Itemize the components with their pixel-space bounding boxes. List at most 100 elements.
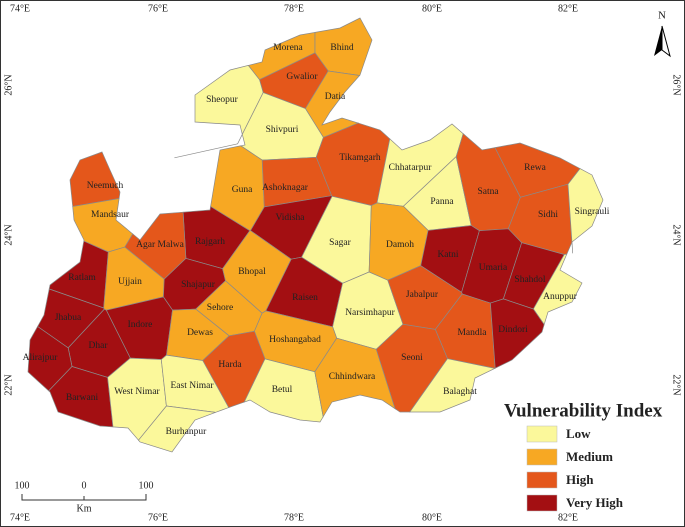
district-label: Ratlam (68, 273, 96, 283)
arrow-right (661, 25, 671, 58)
legend-title: Vulnerability Index (504, 400, 663, 421)
district-label: Mandla (457, 328, 487, 338)
lat-label: 26°N (3, 74, 14, 95)
north-label: N (658, 10, 666, 22)
lon-label: 76°E (148, 3, 168, 14)
lon-label: 74°E (10, 512, 30, 523)
district-label: Panna (430, 197, 454, 207)
district-label: Rewa (524, 163, 546, 173)
legend-swatch (526, 471, 558, 489)
district-label: Seoni (401, 353, 423, 363)
legend-label: Very High (566, 495, 624, 510)
district-label: East Nimar (170, 381, 214, 391)
district (532, 253, 583, 326)
district-label: Ujjain (118, 277, 142, 287)
district-label: Chhindwara (329, 372, 376, 382)
district (243, 358, 324, 423)
district-label: Shajapur (181, 280, 216, 290)
legend-label: Medium (566, 449, 613, 464)
legend: Vulnerability Index Low Medium High Very Hi… (497, 398, 680, 520)
lon-label: 78°E (284, 3, 304, 14)
district-label: Dhar (89, 341, 109, 351)
districts (27, 17, 604, 453)
lon-label: 82°E (558, 512, 578, 523)
district-label: Singrauli (575, 207, 610, 217)
lon-label: 80°E (422, 3, 442, 14)
district-label: Shivpuri (266, 125, 299, 135)
district-label: Bhind (330, 43, 353, 53)
district-label: Gwalior (286, 72, 318, 82)
district-label: Sehore (207, 303, 233, 313)
lat-label: 24°N (671, 224, 682, 245)
lat-label: 26°N (671, 74, 682, 95)
district-label: Mandsaur (91, 210, 130, 220)
district-label: Damoh (386, 240, 414, 250)
lat-label: 22°N (3, 374, 14, 395)
district-label: Datia (325, 92, 346, 102)
lon-label: 82°E (558, 3, 578, 14)
district-label: Anuppur (543, 292, 578, 302)
district-label: Bhopal (238, 267, 266, 277)
district-label: Morena (273, 43, 303, 53)
district (314, 337, 396, 418)
district (304, 70, 361, 138)
district-label: Betul (272, 385, 293, 395)
district-label: Harda (218, 360, 242, 370)
district (375, 323, 448, 413)
district-label: Barwani (66, 393, 99, 403)
scale-line (21, 494, 147, 501)
district-label: Chhatarpur (389, 163, 433, 173)
legend-swatch (526, 494, 558, 512)
district-label: Agar Malwa (136, 240, 185, 250)
district-label: West Nimar (114, 387, 160, 397)
scale-unit: Km (77, 503, 92, 514)
district-label: Neemuch (87, 181, 124, 191)
district-label: Jhabua (55, 313, 82, 323)
district-label: Sheopur (206, 95, 239, 105)
lat-label: 24°N (3, 224, 14, 245)
district (567, 168, 604, 254)
district-labels: Morena Bhind Gwalior Datia Sheopur Shivpuri Ti… (23, 43, 610, 437)
lon-label: 76°E (148, 512, 168, 523)
district (160, 354, 230, 413)
arrow-left (654, 26, 662, 56)
district-label: Alirajpur (23, 353, 59, 363)
district (69, 151, 121, 207)
district-label: Ashoknagar (262, 183, 309, 193)
district-label: Dewas (187, 328, 213, 338)
district-label: Jabalpur (406, 290, 439, 300)
district-label: Sidhi (538, 210, 558, 220)
district-label: Raisen (292, 293, 318, 303)
lat-label: 22°N (671, 374, 682, 395)
district-label: Vidisha (276, 213, 306, 223)
district (409, 358, 496, 413)
district-label: Katni (437, 250, 458, 260)
lon-label: 80°E (422, 512, 442, 523)
district-label: Hoshangabad (269, 335, 321, 345)
district-label: Umaria (479, 263, 508, 273)
scale-label: 0 (82, 480, 87, 491)
north-arrow: N (654, 10, 671, 58)
lon-label: 74°E (10, 3, 30, 14)
district (138, 405, 216, 453)
scale-label: 100 (15, 480, 30, 491)
scale-label: 100 (139, 480, 154, 491)
district-label: Indore (128, 320, 153, 330)
legend-swatch (526, 425, 558, 443)
district-label: Tikamgarh (339, 153, 381, 163)
district-label: Rajgarh (195, 237, 225, 247)
district-label: Shahdol (514, 275, 546, 285)
district (490, 298, 545, 369)
district-label: Narsimhapur (345, 308, 395, 318)
district-label: Balaghat (443, 387, 477, 397)
district-label: Sagar (329, 238, 351, 248)
district-label: Satna (477, 187, 499, 197)
district-label: Guna (232, 185, 253, 195)
legend-label: Low (566, 426, 591, 441)
legend-label: High (566, 472, 594, 487)
district-label: Burhanpur (166, 427, 207, 437)
district (48, 366, 114, 428)
legend-swatch (526, 448, 558, 466)
scale-bar: 100 0 100 Km (15, 480, 154, 514)
